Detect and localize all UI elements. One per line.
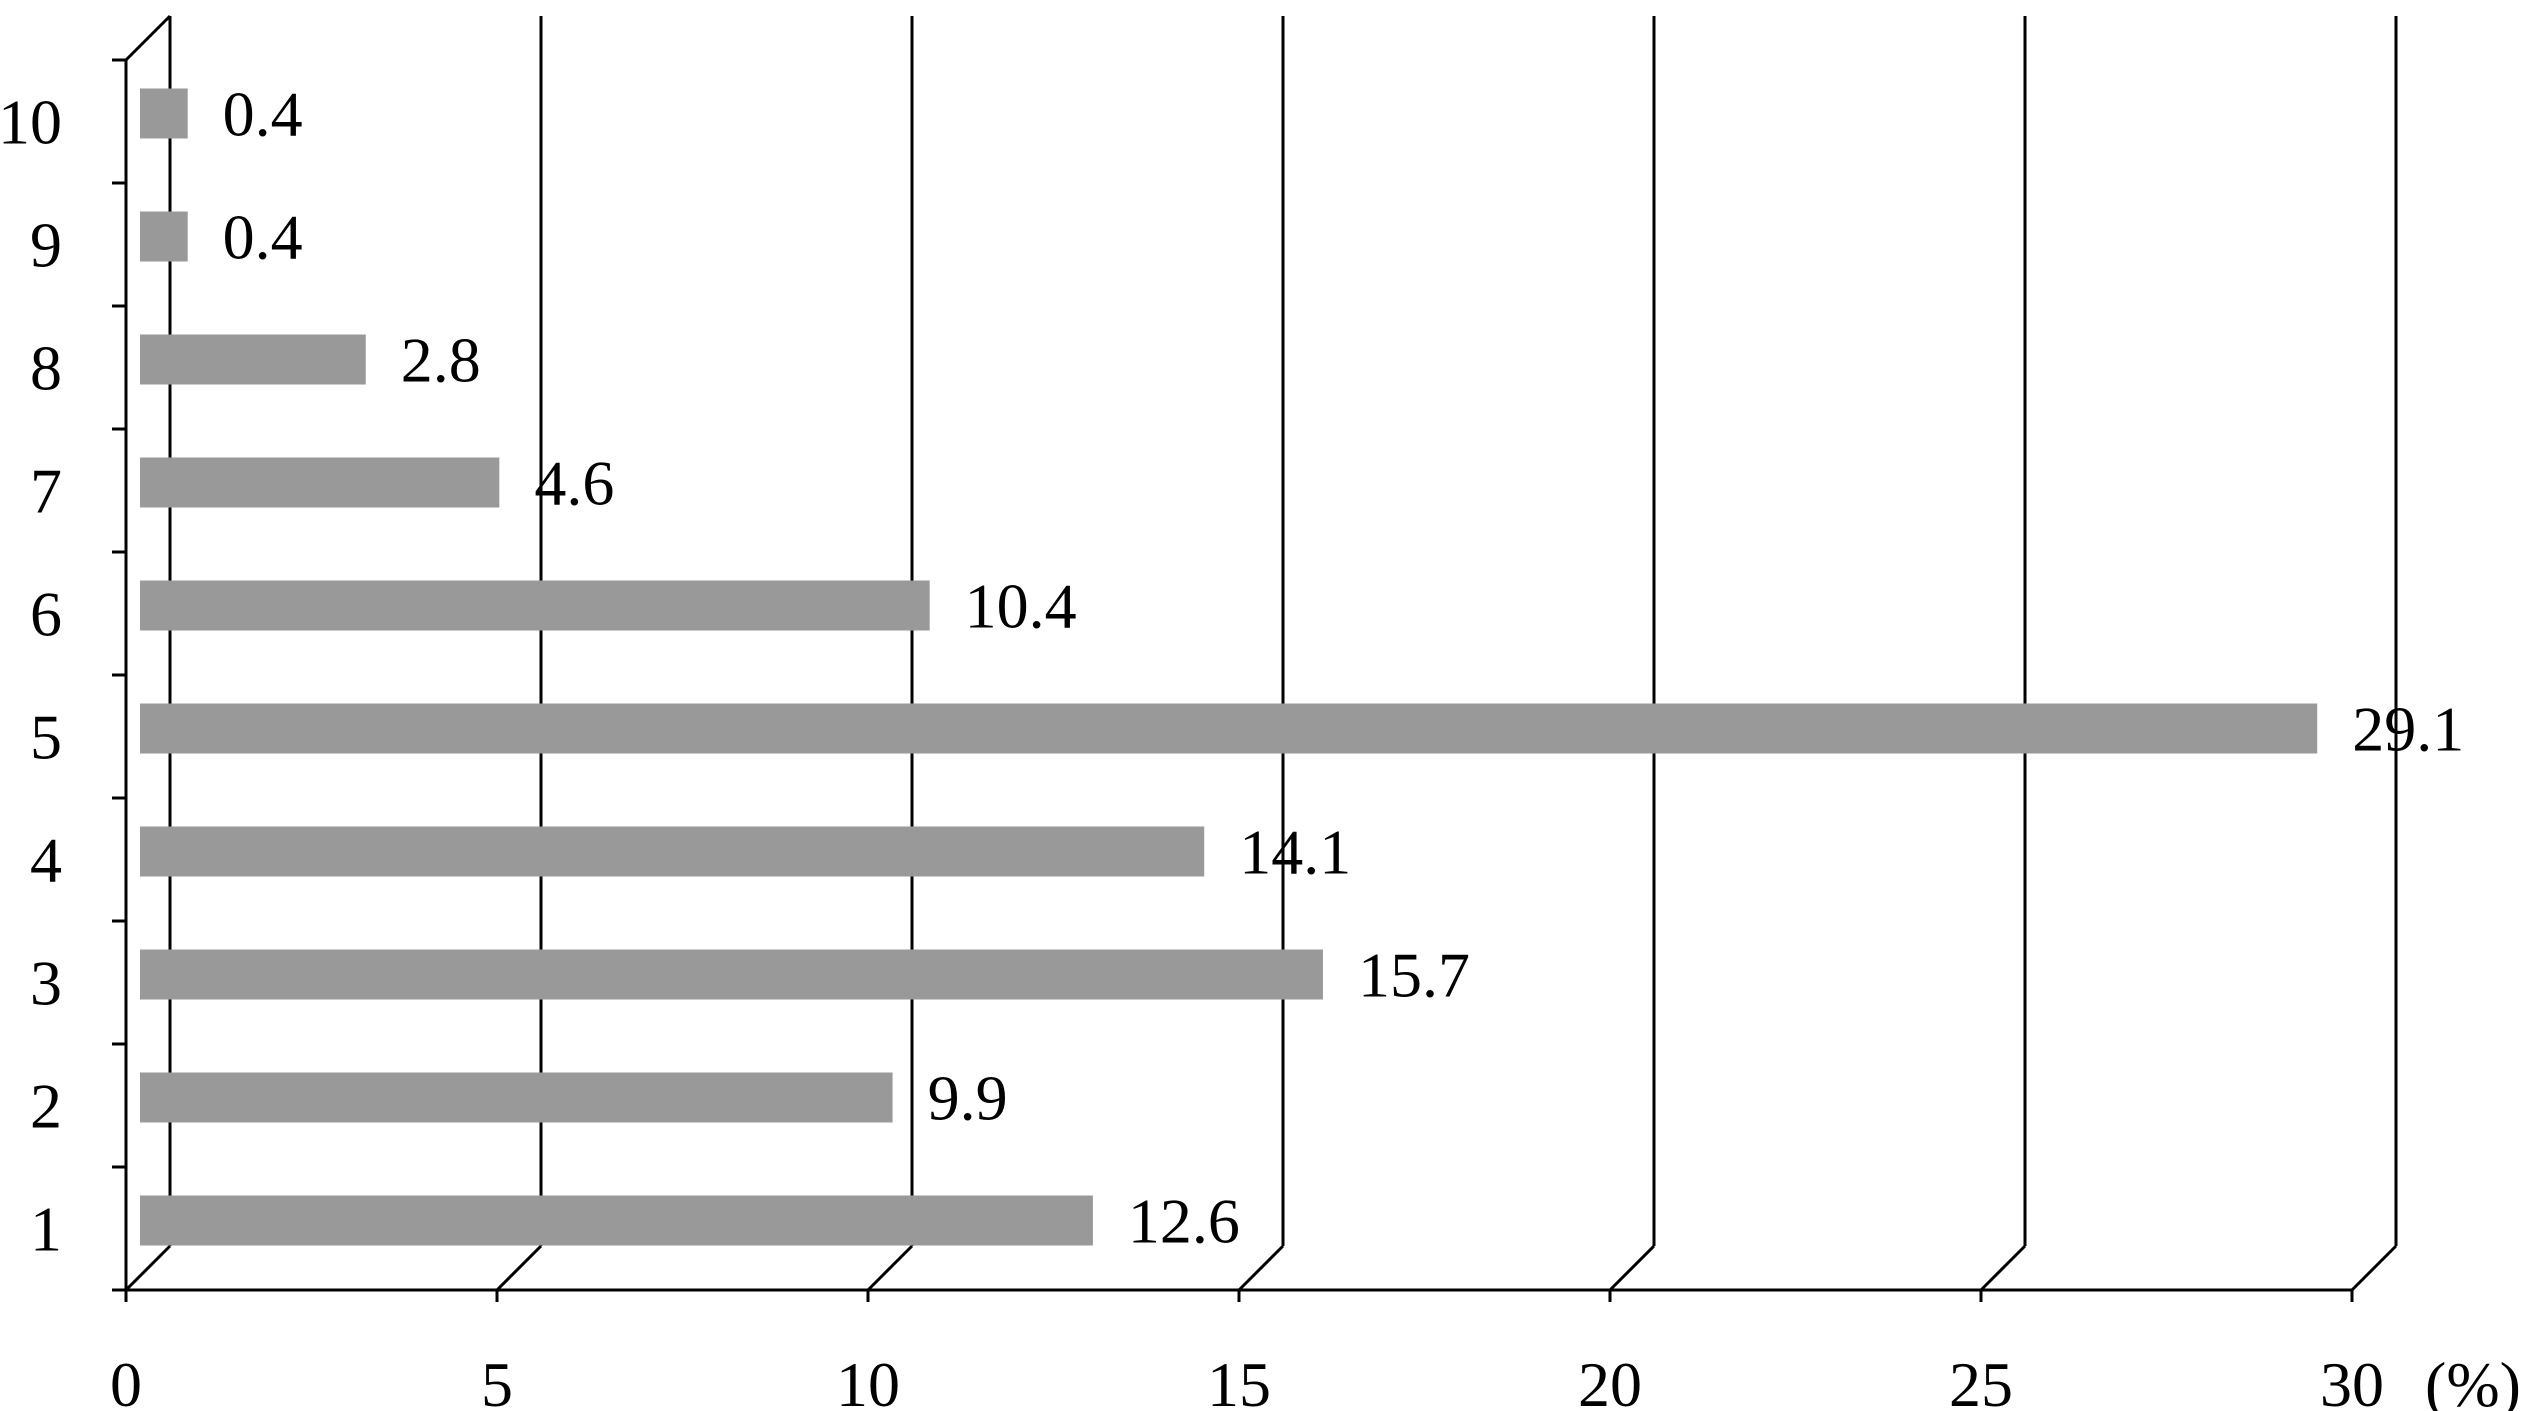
y-tick-label-8: 8	[30, 333, 62, 404]
x-axis-unit-label: (%)	[2425, 1349, 2521, 1411]
bar-10	[140, 88, 188, 139]
floor-connector-0	[124, 1244, 172, 1292]
data-label-4: 14.1	[1239, 817, 1351, 888]
data-label-8: 2.8	[401, 325, 481, 396]
floor-connector-5	[495, 1244, 543, 1292]
floor-connector-30	[2350, 1244, 2398, 1292]
data-label-6: 10.4	[965, 571, 1077, 642]
bar-2	[140, 1072, 893, 1123]
bar-9	[140, 211, 188, 262]
y-tick-label-5: 5	[30, 702, 62, 773]
bar-4	[140, 826, 1205, 877]
x-tick-label-5: 5	[481, 1349, 513, 1411]
y-tick-label-7: 7	[30, 456, 62, 527]
data-label-9: 0.4	[223, 202, 303, 273]
x-tick-label-30: 30	[2320, 1349, 2384, 1411]
data-label-1: 12.6	[1128, 1186, 1240, 1257]
y-tick-label-1: 1	[30, 1194, 62, 1265]
x-tick-label-20: 20	[1578, 1349, 1642, 1411]
gridlines	[124, 16, 2398, 1292]
bar-3	[140, 949, 1323, 1000]
data-label-5: 29.1	[2352, 694, 2464, 765]
bar-1	[140, 1195, 1093, 1246]
bars	[140, 88, 2318, 1246]
data-label-10: 0.4	[223, 79, 303, 150]
x-tick-label-0: 0	[110, 1349, 142, 1411]
y-axis-top-connector	[124, 14, 172, 62]
y-tick-label-9: 9	[30, 210, 62, 281]
bar-7	[140, 457, 500, 508]
bar-8	[140, 334, 366, 385]
floor-connector-20	[1608, 1244, 1656, 1292]
data-label-3: 15.7	[1358, 940, 1470, 1011]
floor-connector-15	[1237, 1244, 1285, 1292]
y-tick-label-4: 4	[30, 825, 62, 896]
data-label-2: 9.9	[928, 1063, 1008, 1134]
labels: 0 5 10 15 20 25 30 12.6 1 9.9 2 15.7 3 14.1 4 29.1 5 10.4…	[0, 79, 2464, 1411]
x-tick-label-25: 25	[1949, 1349, 2013, 1411]
floor-connector-10	[866, 1244, 914, 1292]
bar-5	[140, 703, 2318, 754]
x-tick-label-10: 10	[836, 1349, 900, 1411]
x-tick-label-15: 15	[1207, 1349, 1271, 1411]
y-tick-label-2: 2	[30, 1071, 62, 1142]
y-tick-label-3: 3	[30, 948, 62, 1019]
bar-6	[140, 580, 930, 631]
y-tick-label-10: 10	[0, 87, 62, 158]
data-label-7: 4.6	[534, 448, 614, 519]
floor-connector-25	[1979, 1244, 2027, 1292]
y-tick-label-6: 6	[30, 579, 62, 650]
